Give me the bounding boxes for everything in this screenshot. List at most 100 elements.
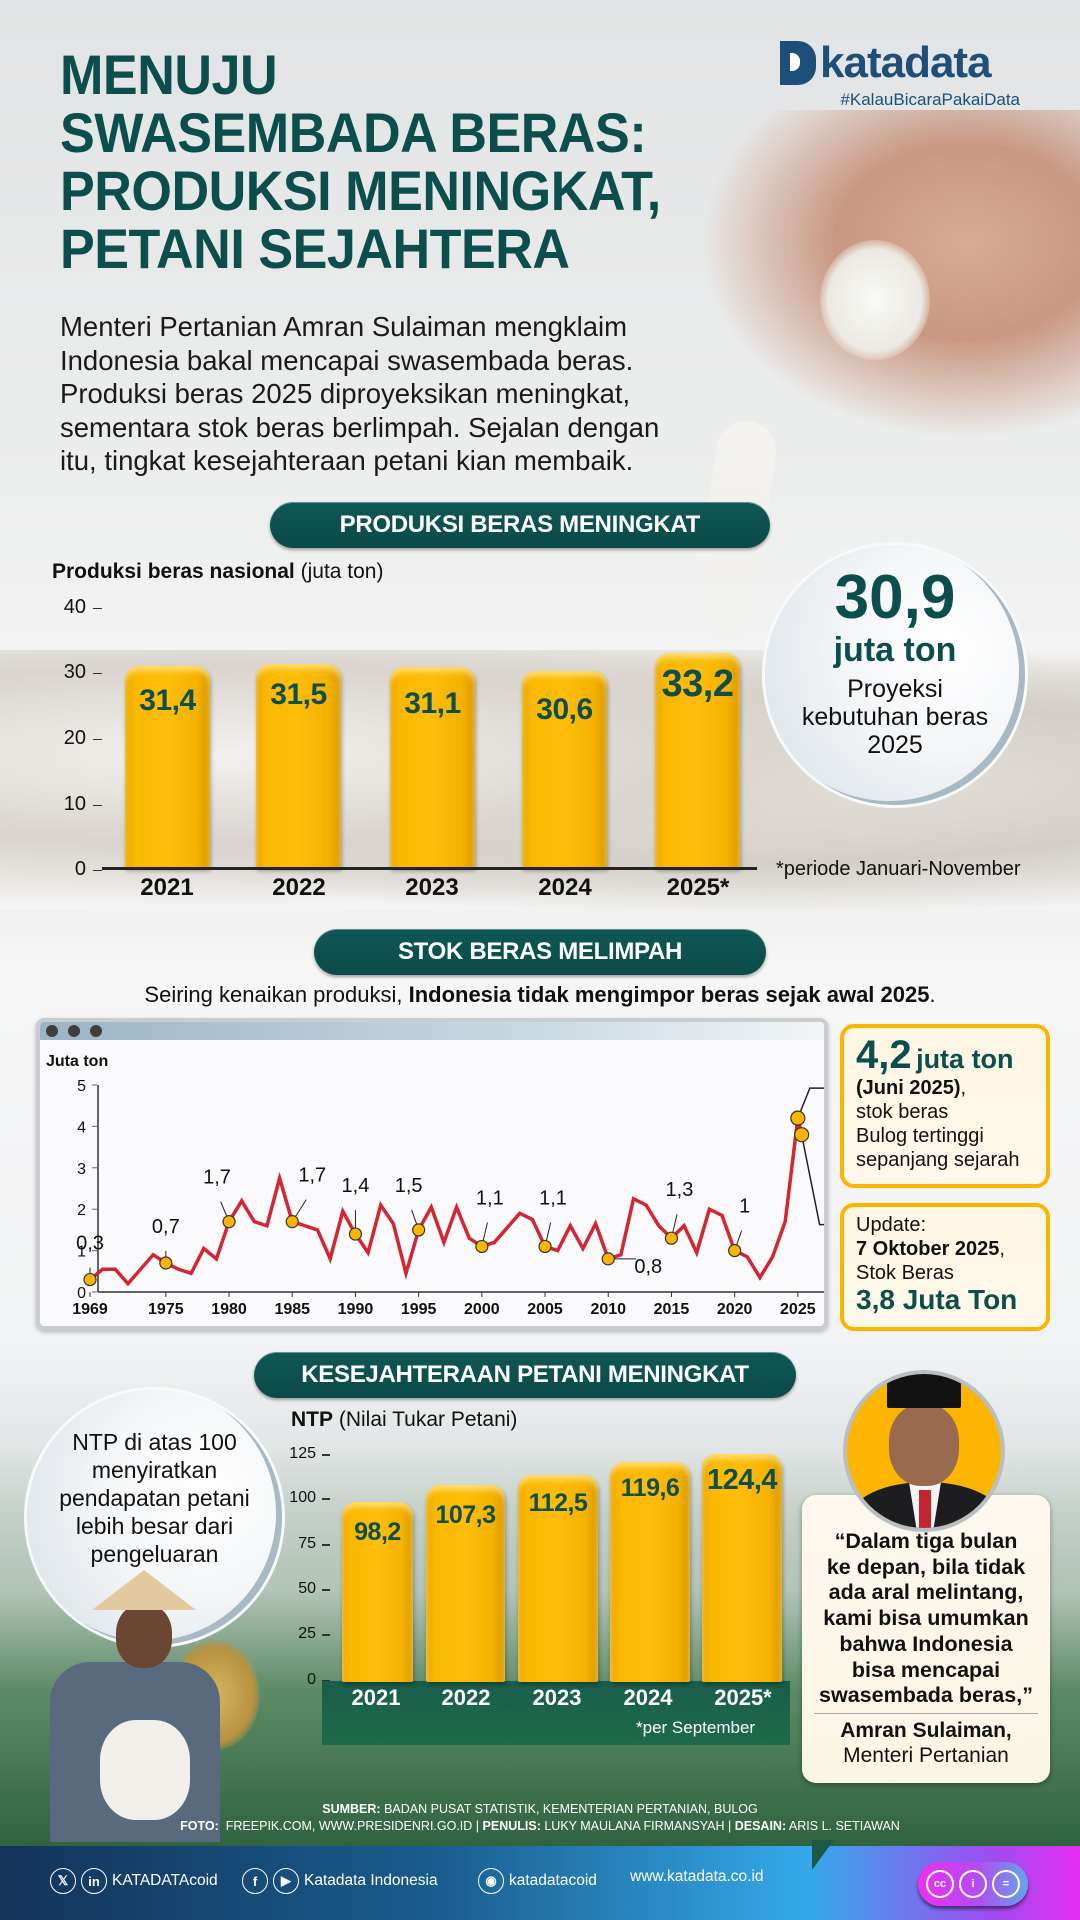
title-line: SWASEMBADA BERAS: [60,101,647,164]
ntp-bar-2021: 98,2 [342,1502,413,1682]
y-tick: 20 [46,727,102,750]
quote-author-role: Menteri Pertanian [843,1744,1009,1768]
title-line: MENUJU [60,43,278,106]
sumber-label: SUMBER: [322,1802,381,1816]
social-facebook-youtube[interactable]: f ▶ Katadata Indonesia [242,1868,438,1894]
x-label: 2025* [666,874,730,901]
quote-line: swasembada beras,” [819,1683,1033,1708]
ntp-explainer-text: NTP di atas 100 menyiratkan pendapatan p… [37,1428,272,1568]
ntp-x-axis-band [322,1681,790,1745]
svg-text:1: 1 [739,1196,750,1218]
svg-text:Juta ton: Juta ton [46,1053,108,1070]
projection-unit: juta ton [833,631,957,669]
ntp-bar-2022: 107,3 [426,1485,505,1682]
instagram-handle[interactable]: katadatacoid [509,1872,597,1889]
y-tick: 75 [280,1535,330,1553]
y-tick: 50 [280,1580,330,1598]
callout-october-update: Update: 7 Oktober 2025, Stok Beras 3,8 J… [840,1203,1050,1331]
svg-text:2025: 2025 [780,1301,816,1318]
conical-hat [92,1570,196,1610]
sumber-value: BADAN PUSAT STATISTIK, KEMENTERIAN PERTA… [384,1802,758,1816]
x-label: 2024 [623,1685,673,1710]
farmer-photo [10,1570,260,1842]
stock-line-chart: Juta ton 0 1 2 3 4 5 1969 1975 1980 1985 1990 1995 20… [46,1053,824,1318]
svg-text:2020: 2020 [717,1301,753,1318]
chart1-label-bold: Produksi beras nasional [52,560,295,583]
portrait-face [889,1404,959,1486]
desc-line: pendapatan petani [59,1485,250,1511]
bar-2022: 31,5 [256,664,341,868]
social-x-linkedin[interactable]: 𝕏 in KATADATAcoid [50,1868,218,1894]
farmer-head [116,1604,172,1668]
quote-line: “Dalam tiga bulan [834,1529,1018,1553]
svg-text:1980: 1980 [211,1301,247,1318]
x-twitter-icon[interactable]: 𝕏 [50,1868,76,1894]
callout-line: Update: [856,1214,927,1236]
quote-text: “Dalam tiga bulan ke depan, bila tidak a… [808,1529,1044,1709]
logo-tagline: #KalauBicaraPakaiData [840,90,1020,109]
credits: SUMBER: BADAN PUSAT STATISTIK, KEMENTERI… [0,1801,1080,1835]
bar-value: 107,3 [435,1501,496,1529]
desain-label: DESAIN: [734,1819,787,1833]
callout-date: (Juni 2025) [856,1077,961,1099]
no-derivatives-icon: = [992,1870,1020,1898]
svg-text:0,8: 0,8 [634,1256,662,1278]
quote-line: bahwa Indonesia [839,1631,1013,1656]
attribution-icon: i [959,1870,987,1898]
chart1-axis-title: Produksi beras nasional (juta ton) [52,560,383,584]
svg-text:2000: 2000 [464,1301,500,1318]
svg-text:0,3: 0,3 [76,1233,104,1255]
youtube-icon[interactable]: ▶ [273,1868,299,1894]
bar-value: 31,1 [404,687,461,720]
foto-value: FREEPIK.COM, WWW.PRESIDENRI.GO.ID [225,1819,473,1833]
subtitle-bold: Indonesia tidak mengimpor beras sejak aw… [408,982,930,1007]
title-line: PRODUKSI MENINGKAT, [60,159,661,222]
website-link[interactable]: www.katadata.co.id [630,1868,764,1886]
callout-value: 4,2 [856,1033,912,1077]
x-handle[interactable]: KATADATAcoid [112,1872,218,1889]
svg-text:1985: 1985 [274,1301,310,1318]
svg-text:1990: 1990 [338,1301,374,1318]
ntp-bar-2024: 119,6 [610,1462,690,1682]
hands-with-rice-image [700,110,1080,440]
y-tick: 30 [46,661,102,684]
website-url[interactable]: www.katadata.co.id [630,1868,764,1885]
y-tick: 0 [280,1671,330,1689]
callout-line: Stok Beras [856,1262,954,1284]
svg-text:1,4: 1,4 [342,1175,370,1197]
portrait-cap [887,1374,961,1408]
bar-2025: 33,2 [655,653,740,868]
svg-text:1,5: 1,5 [395,1175,423,1197]
facebook-youtube-handle[interactable]: Katadata Indonesia [304,1872,438,1889]
svg-text:2005: 2005 [527,1301,563,1318]
projection-description: Proyeksi kebutuhan beras 2025 [765,675,1025,759]
section-pill-produksi: PRODUKSI BERAS MENINGKAT [270,502,770,548]
desc-line: lebih besar dari [75,1513,234,1539]
svg-text:1,1: 1,1 [539,1187,567,1209]
ntp-label-bold: NTP [291,1408,333,1431]
social-instagram[interactable]: ◉ katadatacoid [478,1868,597,1894]
creative-commons-badge[interactable]: cc i = [918,1862,1028,1906]
title-line: PETANI SEJAHTERA [60,217,570,280]
linkedin-icon[interactable]: in [81,1868,107,1894]
callout-line: Bulog tertinggi [856,1125,984,1147]
bar-2021: 31,4 [125,666,210,868]
bar-value: 33,2 [661,663,734,705]
rice-grains [820,240,930,360]
y-tick: 0 [46,858,102,881]
callout-date: 7 Oktober 2025 [856,1238,1000,1260]
x-axis-line [102,867,757,870]
facebook-icon[interactable]: f [242,1868,268,1894]
bar-value: 119,6 [620,1474,680,1502]
instagram-icon[interactable]: ◉ [478,1868,504,1894]
katadata-logo[interactable]: katadata #KalauBicaraPakaiData [780,38,1030,110]
rice-sack [100,1720,190,1820]
projection-value: 30,9 [834,563,956,632]
y-tick: 40 [46,596,102,619]
projection-bubble: 30,9 juta ton Proyeksi kebutuhan beras 2… [765,545,1025,805]
desc-line: 2025 [867,731,923,759]
stock-chart-window: Juta ton 0 1 2 3 4 5 1969 1975 1980 1985 1990 1995 20… [36,1018,828,1330]
svg-text:0,7: 0,7 [152,1216,180,1238]
window-titlebar [40,1022,824,1040]
